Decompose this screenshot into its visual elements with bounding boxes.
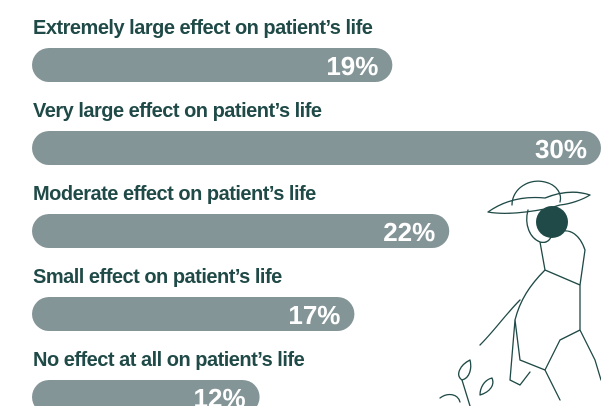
bar [32, 297, 355, 331]
value-label: 12% [194, 383, 246, 406]
bar [32, 380, 260, 406]
value-label: 17% [288, 300, 340, 330]
value-label: 22% [383, 217, 435, 247]
value-label: 30% [535, 134, 587, 164]
gardener-illustration [439, 180, 601, 406]
bar [32, 214, 450, 248]
category-label: Extremely large effect on patient’s life [33, 17, 373, 39]
bar [32, 131, 601, 165]
hair [536, 206, 568, 238]
category-label: No effect at all on patient’s life [33, 349, 305, 371]
category-label: Very large effect on patient’s life [33, 100, 322, 122]
category-label: Small effect on patient’s life [33, 266, 282, 288]
bar [32, 48, 393, 82]
value-label: 19% [326, 51, 378, 81]
category-label: Moderate effect on patient’s life [33, 183, 316, 205]
